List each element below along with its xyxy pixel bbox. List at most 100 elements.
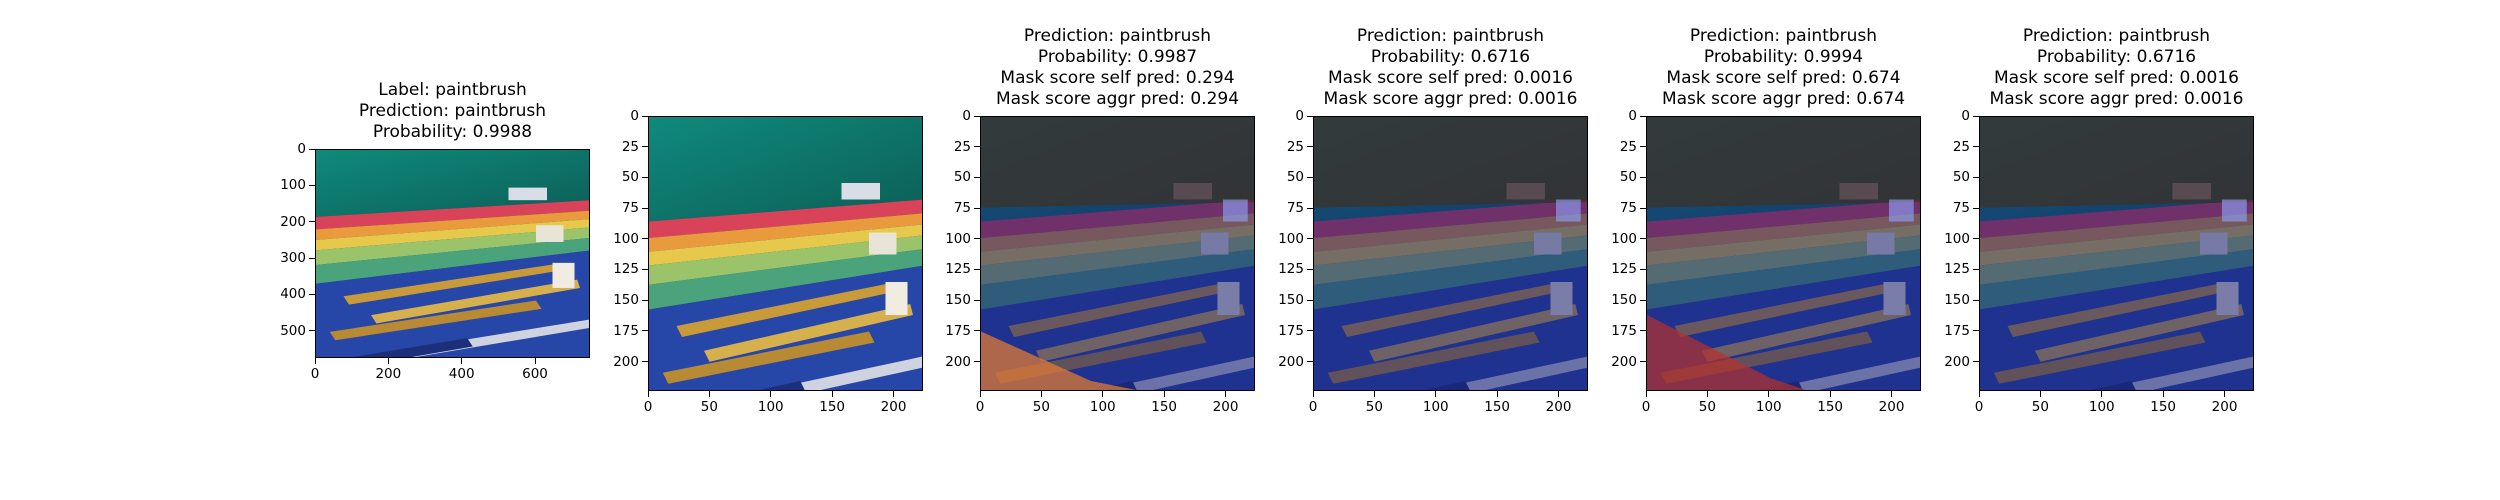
x-tick-mark [534,358,536,364]
x-tick-label: 50 [2031,399,2049,415]
x-tick-mark [708,391,710,397]
y-tick-label: 25 [621,138,639,155]
y-tick-mark [1640,207,1646,209]
x-tick-label: 0 [310,366,320,382]
x-tick-mark [1496,391,1498,397]
y-tick-mark [642,299,648,301]
y-tick-mark [974,268,980,270]
y-tick-label: 50 [621,169,639,186]
y-tick-mark [1307,299,1313,301]
x-tick-label: 100 [1089,399,1116,415]
x-tick-label: 150 [1151,399,1178,415]
input-image [315,149,590,358]
x-tick-mark [647,391,649,397]
y-tick-mark [974,299,980,301]
x-tick-label: 50 [1698,399,1716,415]
y-tick-label: 75 [1286,200,1304,217]
x-tick-label: 50 [700,399,718,415]
y-tick-mark [1307,361,1313,363]
y-tick-label: 25 [953,138,971,155]
y-tick-label: 150 [613,292,639,309]
panel-title-line: Prediction: paintbrush [2022,26,2211,46]
panel-title-line: Mask score aggr pred: 0.0016 [1989,89,2244,109]
y-tick-label: 100 [1611,230,1637,247]
y-tick-label: 150 [1278,292,1304,309]
x-tick-label: 150 [1484,399,1511,415]
y-tick-mark [1640,330,1646,332]
x-tick-label: 0 [1308,399,1318,415]
panel-title-line: Mask score aggr pred: 0.294 [995,89,1240,109]
y-tick-mark [309,257,315,259]
y-tick-label: 25 [1619,138,1637,155]
y-tick-mark [642,238,648,240]
panel-title-line: Prediction: paintbrush [1689,26,1878,46]
y-tick-label: 0 [297,141,306,157]
y-tick-mark [309,293,315,295]
x-tick-mark [1373,391,1375,397]
panel-title-line: Probability: 0.6716 [2036,47,2197,67]
x-tick-label: 200 [375,366,402,382]
y-tick-mark [974,361,980,363]
y-tick-label: 100 [1944,230,1970,247]
input-image [648,116,923,391]
y-tick-mark [1973,207,1979,209]
y-tick-label: 100 [945,230,971,247]
x-tick-label: 200 [1878,399,1905,415]
x-tick-label: 100 [1755,399,1782,415]
x-tick-mark [1829,391,1831,397]
y-tick-label: 125 [613,261,639,278]
y-tick-label: 175 [613,322,639,339]
y-tick-label: 50 [1952,169,1970,186]
y-tick-label: 0 [1628,108,1637,124]
panel-title: Prediction: paintbrush Probability: 0.671… [1990,26,2244,110]
panel-title-line: Mask score aggr pred: 0.674 [1661,89,1906,109]
y-tick-label: 300 [280,250,306,267]
x-tick-label: 150 [819,399,846,415]
x-tick-mark [1102,391,1104,397]
panel-title-line: Mask score self pred: 0.294 [1000,68,1235,88]
x-tick-label: 200 [1212,399,1239,415]
y-tick-mark [1640,238,1646,240]
mask-overlay-image [1646,116,1921,391]
panel-title-line: Probability: 0.9994 [1703,47,1864,67]
y-tick-mark [642,176,648,178]
x-tick-mark [314,358,316,364]
x-tick-mark [2224,391,2226,397]
y-tick-label: 100 [613,230,639,247]
y-tick-mark [309,330,315,332]
y-tick-mark [1307,330,1313,332]
y-tick-label: 400 [280,286,306,303]
x-tick-label: 200 [880,399,907,415]
y-tick-label: 150 [1944,292,1970,309]
x-tick-mark [1558,391,1560,397]
y-tick-mark [1973,146,1979,148]
panel-title-line: Label: paintbrush [378,80,527,100]
y-tick-label: 175 [1944,322,1970,339]
y-tick-mark [974,330,980,332]
y-tick-mark [1973,115,1979,117]
y-tick-label: 500 [280,322,306,339]
y-tick-mark [1307,115,1313,117]
x-tick-label: 200 [1545,399,1572,415]
x-tick-mark [1435,391,1437,397]
x-tick-mark [1312,391,1314,397]
panel-title-line: Mask score self pred: 0.674 [1666,68,1901,88]
y-tick-label: 125 [1944,261,1970,278]
y-tick-mark [974,115,980,117]
y-tick-mark [642,207,648,209]
panel-title: Label: paintbrush Prediction: paintbrush P… [359,80,546,143]
x-tick-mark [2162,391,2164,397]
y-tick-label: 150 [1611,292,1637,309]
x-tick-mark [770,391,772,397]
x-tick-label: 100 [1422,399,1449,415]
y-tick-mark [1307,146,1313,148]
panel-title: Prediction: paintbrush Probability: 0.998… [996,26,1239,110]
panel-title: Prediction: paintbrush Probability: 0.999… [1662,26,1905,110]
y-tick-label: 50 [1619,169,1637,186]
x-tick-label: 0 [1641,399,1651,415]
x-tick-mark [387,358,389,364]
x-tick-mark [2039,391,2041,397]
y-tick-label: 100 [280,177,306,194]
x-tick-mark [1891,391,1893,397]
x-tick-label: 0 [1974,399,1984,415]
